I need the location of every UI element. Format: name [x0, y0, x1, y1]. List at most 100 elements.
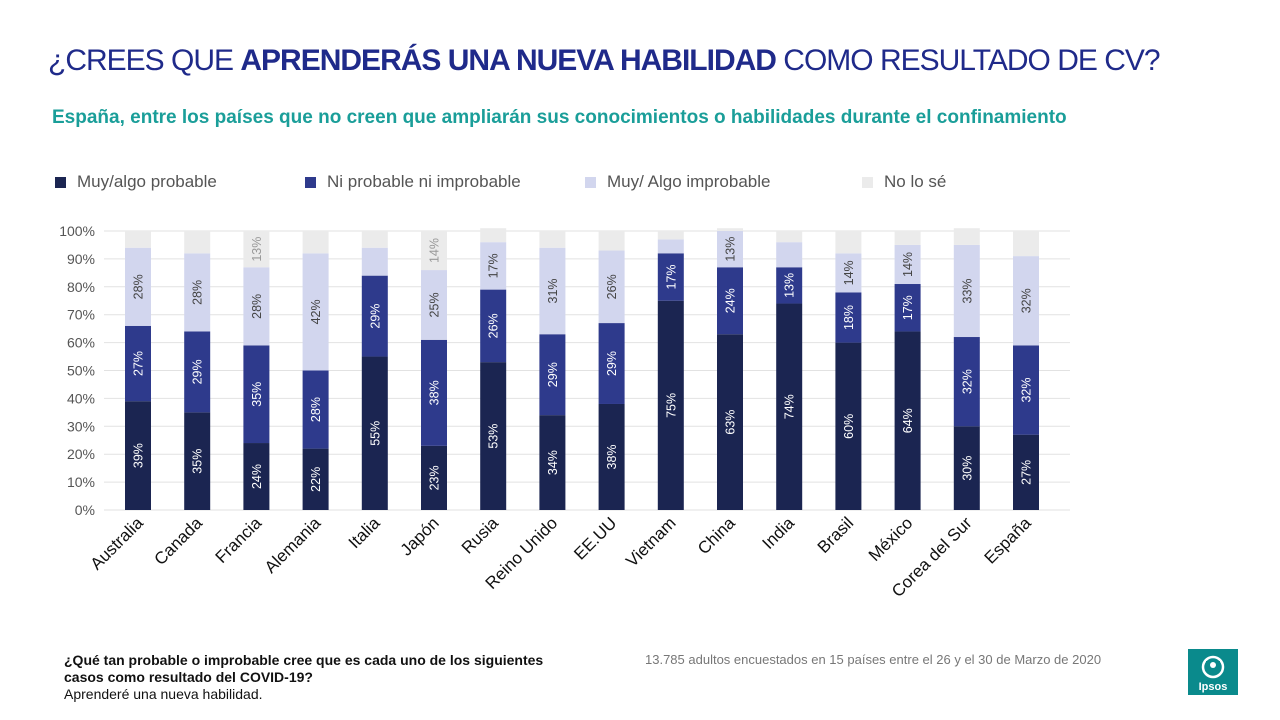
y-tick-label: 10% — [67, 474, 95, 490]
data-label: 24% — [250, 464, 264, 489]
bar-segment — [598, 323, 625, 404]
source-note: 13.785 adultos encuestados en 15 países … — [645, 652, 1102, 667]
x-tick-label: India — [759, 513, 799, 553]
stacked-bar-chart: 0% 10% 20% 30% 40% 50% 60% 70% 80% 90% 100% 39% 27% 2… — [59, 223, 1070, 601]
bar-segment — [361, 356, 388, 510]
bar-segment — [125, 247, 151, 326]
x-tick-label: Italia — [345, 513, 384, 552]
bar-segment — [184, 253, 211, 332]
data-label: 13% — [250, 237, 264, 262]
bar-segment — [361, 275, 388, 357]
legend-item: Ni probable ni improbable — [305, 172, 521, 192]
data-label: 24% — [724, 288, 738, 313]
data-label: 60% — [842, 414, 856, 439]
bar-segment — [480, 362, 507, 510]
data-label: 14% — [428, 238, 442, 263]
data-label: 17% — [664, 265, 678, 290]
data-label: 32% — [1020, 288, 1034, 313]
bar-segment — [657, 300, 684, 510]
bar-segment — [598, 250, 625, 324]
bar-segment — [480, 228, 507, 243]
bar-segment — [717, 267, 743, 335]
data-label: 42% — [309, 299, 323, 324]
legend-label: Muy/algo probable — [77, 172, 217, 191]
legend-label: Ni probable ni improbable — [327, 172, 521, 191]
legend-item: Muy/ Algo improbable — [585, 172, 770, 192]
data-label: 32% — [1020, 378, 1034, 403]
bar-segment — [835, 231, 862, 254]
bar-segment — [302, 370, 329, 449]
x-tick-label: Francia — [212, 513, 266, 567]
data-label: 39% — [132, 443, 146, 468]
bar-segment — [539, 247, 566, 335]
x-tick-label: Canada — [150, 513, 206, 569]
y-tick-label: 20% — [67, 446, 95, 462]
bar-segment — [243, 231, 270, 268]
data-label: 30% — [960, 456, 974, 481]
bar-segment — [184, 231, 211, 254]
bar-segment — [953, 228, 980, 245]
bar-segment — [361, 231, 388, 248]
bar-segment — [421, 270, 447, 340]
bar-segment — [243, 267, 270, 346]
data-label: 29% — [546, 362, 560, 387]
y-tick-label: 80% — [67, 279, 95, 295]
bar-segment — [776, 231, 803, 243]
bar-segment — [480, 242, 507, 290]
legend-label: No lo sé — [884, 172, 947, 191]
legend-label: Muy/ Algo improbable — [607, 172, 771, 191]
bar-segment — [953, 337, 980, 427]
x-tick-label: China — [694, 513, 739, 558]
bar-segment — [1013, 434, 1039, 510]
data-label: 29% — [368, 304, 382, 329]
bar-segment — [184, 331, 211, 413]
bar-segment — [421, 445, 447, 510]
bar-segment — [894, 244, 921, 285]
page-subtitle: España, entre los países que no creen qu… — [52, 107, 1067, 128]
bar-segment — [1013, 231, 1039, 257]
data-label: 17% — [901, 295, 915, 320]
bar-segment — [717, 334, 743, 510]
x-tick-label: EE.UU — [570, 513, 620, 563]
data-label: 22% — [309, 467, 323, 492]
bar-segment — [835, 292, 862, 343]
data-label: 33% — [960, 278, 974, 303]
bar-segment — [539, 231, 566, 248]
survey-question-block: ¿Qué tan probable o improbable cree que … — [64, 652, 564, 703]
data-label: 29% — [605, 351, 619, 376]
bar-segment — [539, 415, 566, 510]
y-tick-label: 60% — [67, 335, 95, 351]
data-label: 35% — [191, 449, 205, 474]
data-label: 26% — [487, 313, 501, 338]
bar-segment — [125, 401, 151, 510]
bar-segment — [953, 244, 980, 338]
x-tick-label: España — [981, 513, 1036, 568]
bar-segment — [1013, 345, 1039, 435]
x-tick-label: Australia — [87, 513, 148, 574]
data-label: 27% — [132, 351, 146, 376]
bar-segment — [894, 231, 921, 245]
bar-segment — [953, 426, 980, 510]
bar-segment — [1013, 256, 1039, 346]
survey-statement: Aprenderé una nueva habilidad. — [64, 686, 263, 702]
data-label: 38% — [605, 444, 619, 469]
legend-swatch — [55, 176, 66, 188]
x-tick-label: Rusia — [458, 513, 503, 558]
data-label: 64% — [901, 408, 915, 433]
bar-segment — [421, 231, 447, 271]
data-label: 28% — [132, 274, 146, 299]
survey-question: ¿Qué tan probable o improbable cree que … — [64, 652, 544, 685]
data-label: 53% — [487, 424, 501, 449]
legend-item: No lo sé — [862, 172, 946, 192]
y-tick-label: 40% — [67, 390, 95, 406]
page-title: ¿CREES QUE APRENDERÁS UNA NUEVA HABILIDA… — [48, 44, 1161, 78]
data-label: 32% — [960, 369, 974, 394]
bar-segment — [421, 339, 447, 446]
x-tick-label: Alemania — [261, 513, 325, 577]
data-label: 28% — [250, 294, 264, 319]
x-tick-label: Japón — [397, 513, 443, 559]
y-tick-label: 50% — [67, 363, 95, 379]
bar-segment — [657, 239, 684, 254]
ipsos-mark-icon — [1201, 655, 1225, 679]
x-tick-label: Brasil — [814, 513, 857, 556]
